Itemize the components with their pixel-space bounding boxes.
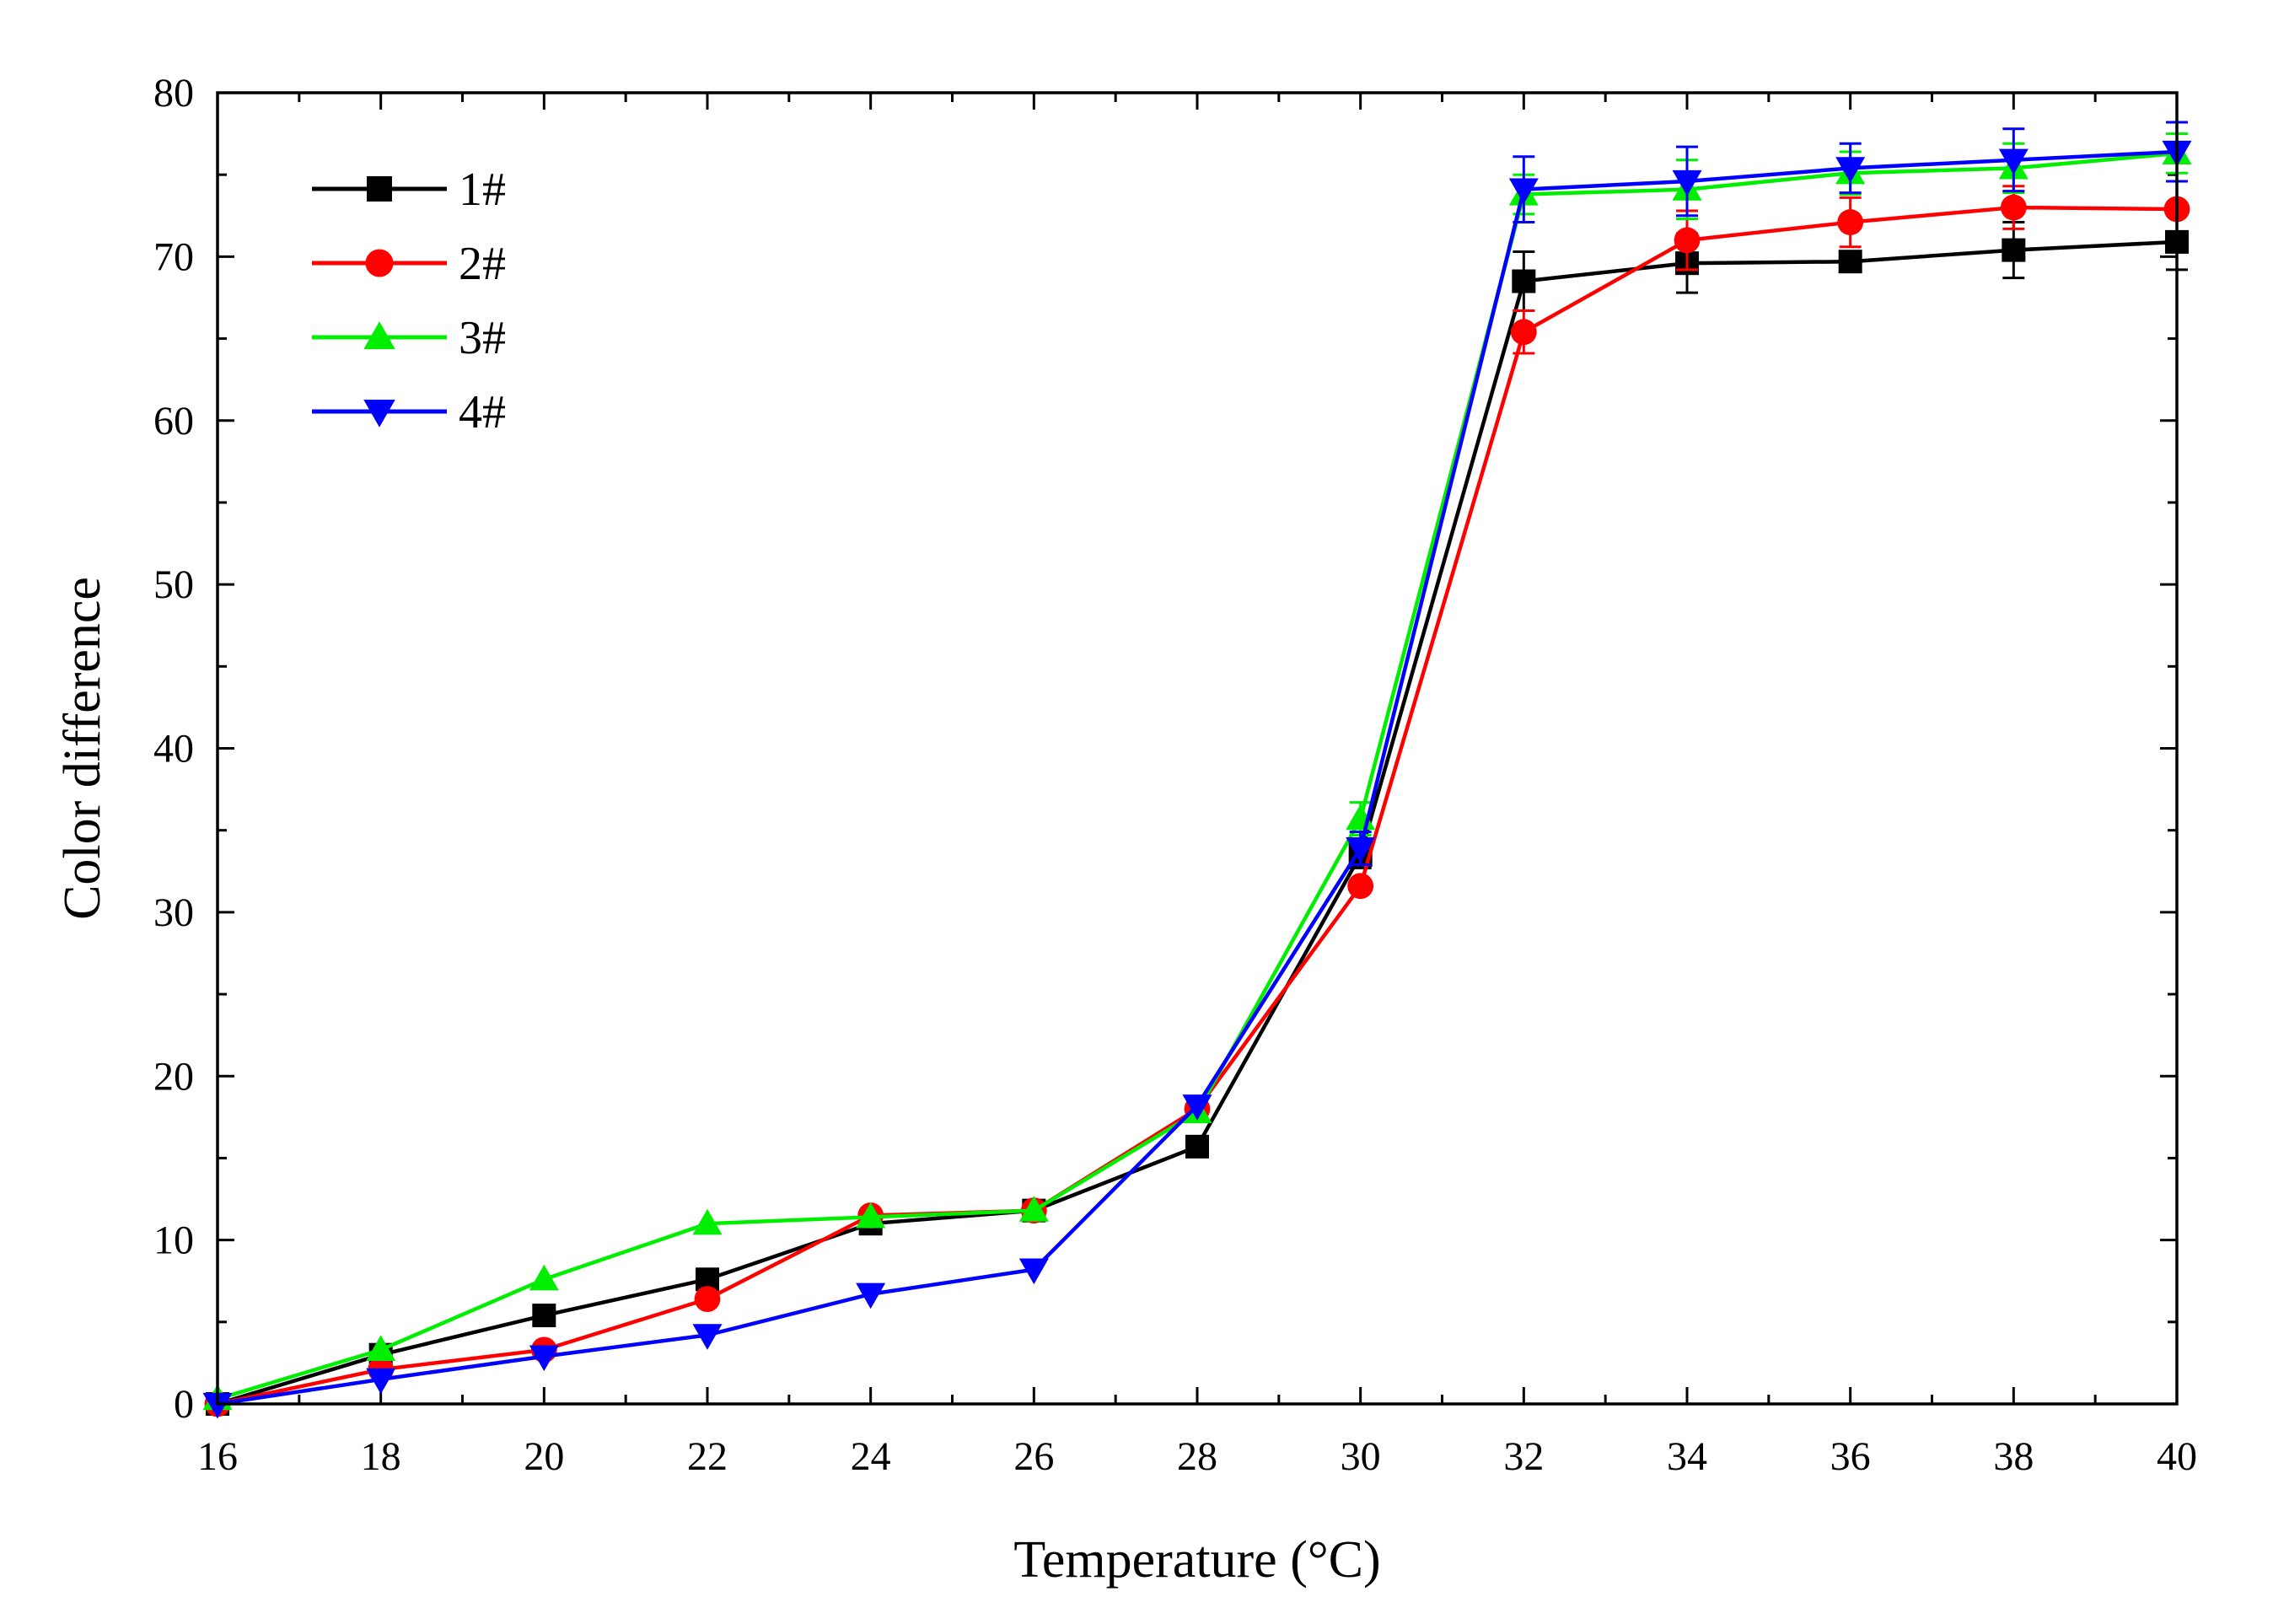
legend-marker: [367, 176, 392, 202]
legend-marker: [365, 249, 394, 277]
data-point: [1346, 836, 1376, 863]
legend-item: 3#: [312, 312, 506, 364]
legend-label: 1#: [459, 164, 506, 216]
legend-item: 1#: [312, 164, 506, 216]
x-tick-label: 36: [1830, 1434, 1871, 1479]
y-tick-label: 40: [153, 727, 194, 772]
data-point: [1018, 1258, 1049, 1285]
y-tick-label: 70: [153, 234, 194, 279]
tick-label-layer: 16 18 20 22 24 26 28 30 32 34 36 38 40 0 10 20 30 40 50 60 7…: [153, 71, 2197, 1479]
y-tick-label: 10: [153, 1218, 194, 1263]
data-point: [1838, 250, 1862, 274]
x-tick-label: 18: [361, 1434, 401, 1479]
x-tick-label: 20: [524, 1434, 564, 1479]
y-tick-label: 0: [174, 1382, 194, 1427]
y-tick-label: 20: [153, 1054, 194, 1099]
data-point: [202, 1392, 233, 1419]
x-tick-label: 32: [1503, 1434, 1544, 1479]
legend-item: 4#: [312, 386, 506, 438]
data-point: [1674, 227, 1701, 254]
legend-marker: [363, 399, 395, 428]
x-tick-label: 30: [1341, 1434, 1381, 1479]
x-tick-label: 28: [1177, 1434, 1217, 1479]
data-point: [1512, 269, 1536, 293]
data-point: [2002, 238, 2026, 262]
data-point: [1510, 319, 1537, 346]
y-tick-label: 80: [153, 71, 194, 116]
y-tick-label: 60: [153, 399, 194, 444]
x-tick-label: 22: [687, 1434, 728, 1479]
data-point: [366, 1368, 396, 1395]
x-tick-label: 24: [851, 1434, 891, 1479]
x-tick-label: 34: [1667, 1434, 1707, 1479]
data-point: [529, 1345, 559, 1372]
data-point: [694, 1286, 721, 1312]
x-tick-label: 40: [2157, 1434, 2197, 1479]
y-axis-title: Color difference: [54, 577, 111, 920]
data-point: [532, 1304, 556, 1328]
legend: 1# 2# 3# 4#: [312, 164, 506, 438]
data-point: [1998, 148, 2029, 175]
data-point: [1185, 1134, 1209, 1159]
data-point: [856, 1283, 886, 1309]
data-point: [529, 1264, 559, 1291]
x-tick-label: 26: [1013, 1434, 1054, 1479]
data-point: [692, 1208, 723, 1235]
legend-marker: [363, 321, 395, 350]
y-tick-label: 30: [153, 890, 194, 935]
data-point: [1835, 157, 1866, 183]
plot-frame: [216, 91, 2179, 1406]
data-point: [692, 1324, 723, 1350]
legend-label: 4#: [459, 386, 506, 438]
data-point: [1347, 873, 1374, 900]
legend-label: 2#: [459, 238, 506, 290]
data-point: [1672, 169, 1702, 196]
x-axis-title: Temperature (°C): [1013, 1531, 1380, 1589]
data-point: [1182, 1094, 1212, 1121]
legend-label: 3#: [459, 312, 506, 364]
data-point: [1837, 209, 1864, 235]
data-point: [856, 1202, 886, 1229]
data-point: [1508, 178, 1539, 205]
data-point: [1018, 1196, 1049, 1222]
data-point: [2000, 194, 2027, 221]
series-4#: [202, 121, 2192, 1419]
y-tick-label: 50: [153, 562, 194, 607]
x-tick-label: 38: [1993, 1434, 2034, 1479]
legend-item: 2#: [312, 238, 506, 290]
x-tick-label: 16: [197, 1434, 238, 1479]
data-point: [366, 1335, 396, 1361]
